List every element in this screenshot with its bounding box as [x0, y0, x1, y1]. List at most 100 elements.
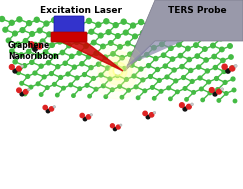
FancyBboxPatch shape	[51, 32, 87, 42]
Circle shape	[170, 57, 175, 61]
Circle shape	[43, 50, 48, 54]
Circle shape	[75, 76, 79, 80]
Circle shape	[180, 103, 184, 107]
Circle shape	[230, 66, 234, 70]
Circle shape	[150, 34, 155, 39]
Circle shape	[53, 54, 57, 58]
Circle shape	[130, 23, 136, 28]
Circle shape	[106, 66, 110, 70]
Circle shape	[98, 51, 138, 91]
Circle shape	[205, 69, 209, 73]
Circle shape	[220, 47, 224, 52]
Circle shape	[44, 21, 49, 26]
Circle shape	[64, 32, 69, 37]
Circle shape	[136, 96, 140, 99]
Circle shape	[50, 43, 54, 47]
Circle shape	[191, 21, 196, 26]
Circle shape	[186, 46, 190, 51]
Circle shape	[173, 20, 178, 25]
Circle shape	[150, 86, 154, 89]
Circle shape	[104, 19, 109, 24]
Circle shape	[123, 30, 128, 35]
Circle shape	[121, 19, 126, 24]
Circle shape	[80, 113, 84, 118]
Circle shape	[184, 35, 189, 40]
Circle shape	[94, 51, 98, 56]
Circle shape	[182, 76, 185, 79]
Circle shape	[218, 36, 223, 41]
Circle shape	[9, 65, 14, 69]
Circle shape	[120, 124, 122, 126]
Circle shape	[213, 65, 217, 70]
Circle shape	[99, 73, 103, 77]
Circle shape	[42, 42, 45, 45]
Circle shape	[103, 55, 107, 59]
Circle shape	[143, 89, 147, 93]
Circle shape	[141, 78, 145, 82]
Circle shape	[175, 31, 180, 36]
Circle shape	[57, 40, 62, 44]
Circle shape	[204, 58, 208, 62]
Circle shape	[13, 60, 17, 64]
Circle shape	[167, 86, 171, 90]
Circle shape	[217, 99, 221, 102]
Circle shape	[34, 17, 39, 22]
Circle shape	[40, 39, 45, 43]
Circle shape	[92, 77, 95, 80]
Circle shape	[72, 94, 75, 97]
Circle shape	[226, 69, 230, 73]
Circle shape	[33, 47, 37, 51]
Circle shape	[174, 79, 178, 83]
Circle shape	[200, 87, 203, 91]
Circle shape	[135, 45, 139, 50]
FancyBboxPatch shape	[54, 16, 84, 40]
Circle shape	[39, 64, 43, 68]
Circle shape	[192, 91, 195, 94]
Circle shape	[70, 54, 74, 58]
Circle shape	[52, 83, 56, 86]
Circle shape	[113, 127, 117, 131]
Circle shape	[6, 38, 11, 43]
Circle shape	[200, 25, 205, 29]
Circle shape	[96, 62, 101, 66]
Circle shape	[19, 53, 24, 57]
Circle shape	[16, 42, 20, 46]
Circle shape	[189, 68, 193, 72]
Circle shape	[152, 46, 156, 50]
Circle shape	[160, 42, 164, 46]
Circle shape	[216, 88, 219, 91]
Text: Graphene
Nanoribbon: Graphene Nanoribbon	[8, 41, 59, 61]
Text: Excitation Laser: Excitation Laser	[40, 6, 122, 15]
Circle shape	[191, 103, 193, 106]
Circle shape	[156, 67, 160, 71]
Circle shape	[228, 44, 232, 48]
Circle shape	[26, 74, 30, 78]
Circle shape	[234, 64, 237, 67]
Circle shape	[69, 18, 74, 23]
Circle shape	[0, 16, 5, 22]
Circle shape	[72, 65, 76, 69]
Circle shape	[227, 33, 231, 37]
Circle shape	[109, 62, 127, 80]
Circle shape	[91, 40, 96, 45]
Circle shape	[231, 77, 235, 81]
Circle shape	[233, 99, 237, 103]
Circle shape	[66, 72, 70, 76]
Circle shape	[106, 30, 111, 35]
Circle shape	[113, 23, 118, 28]
Circle shape	[226, 22, 231, 26]
Circle shape	[132, 74, 136, 78]
Circle shape	[203, 47, 207, 51]
Circle shape	[201, 36, 206, 40]
Circle shape	[13, 69, 17, 73]
Circle shape	[27, 21, 32, 26]
Circle shape	[69, 83, 72, 87]
Circle shape	[33, 42, 37, 47]
Circle shape	[153, 111, 156, 114]
Circle shape	[20, 92, 24, 96]
Circle shape	[50, 72, 53, 75]
Circle shape	[225, 92, 228, 95]
Circle shape	[208, 21, 213, 26]
Circle shape	[17, 66, 21, 71]
Circle shape	[98, 33, 103, 38]
